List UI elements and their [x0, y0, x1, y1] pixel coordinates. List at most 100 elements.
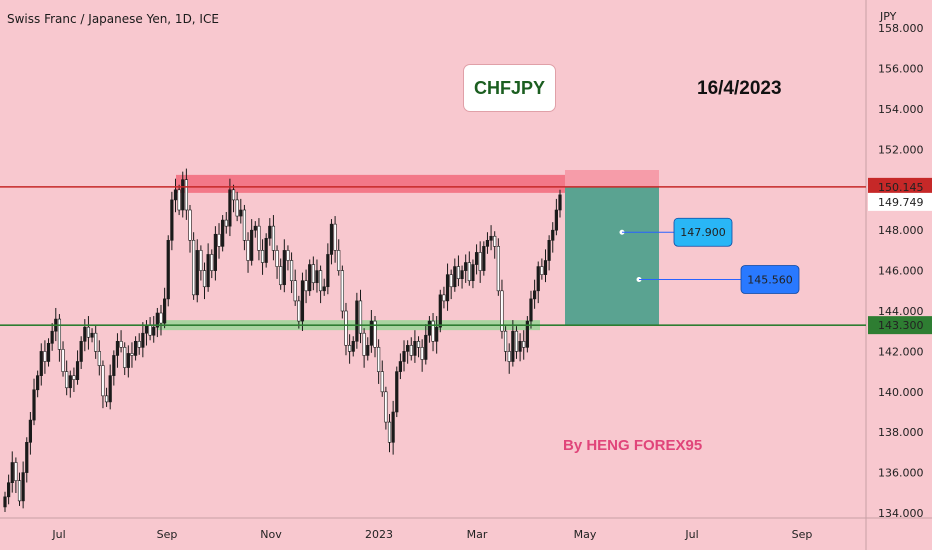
- candle-body: [308, 264, 312, 292]
- candle-body: [250, 229, 254, 261]
- time-tick-label: Jul: [51, 528, 65, 541]
- candle-body: [137, 340, 141, 348]
- candle-body: [318, 270, 323, 292]
- candle-body: [123, 347, 127, 368]
- candle-body: [460, 270, 464, 279]
- candle-body: [202, 270, 207, 288]
- price-axis: JPY158.000156.000154.000152.000150.00014…: [878, 10, 924, 520]
- candle-body: [362, 332, 366, 356]
- time-tick-label: Jul: [684, 528, 698, 541]
- candle-body: [431, 320, 435, 342]
- candle-body: [351, 340, 355, 352]
- candle-body: [438, 294, 442, 328]
- candle-body: [286, 250, 290, 261]
- time-axis: Jul Sep Nov 2023 Mar May Jul Sep: [51, 528, 812, 541]
- candle-body: [10, 462, 14, 484]
- candle-body: [231, 189, 236, 201]
- candle-body: [289, 260, 294, 282]
- candle-body: [467, 262, 471, 281]
- candle-body: [75, 361, 80, 380]
- target-label-2: 145.560: [747, 273, 793, 286]
- candle-body: [155, 312, 159, 328]
- candle-body: [228, 189, 232, 227]
- candle-body: [547, 240, 551, 261]
- candle-body: [551, 229, 555, 241]
- candle-body: [195, 250, 199, 296]
- candle-body: [485, 240, 490, 247]
- candle-body: [104, 395, 109, 403]
- candle-body: [329, 223, 334, 255]
- candle-body: [300, 280, 305, 322]
- candle-body: [246, 240, 250, 261]
- candle-body: [72, 375, 76, 380]
- candle-body: [442, 294, 446, 302]
- candle-body: [57, 318, 62, 350]
- symbol-annotation-box[interactable]: CHFJPY: [463, 64, 556, 112]
- resistance-zone: [176, 174, 565, 193]
- candle-body: [337, 250, 341, 271]
- current-price-tag: [868, 192, 932, 211]
- candle-body: [112, 355, 116, 376]
- candle-body: [424, 334, 428, 360]
- price-tick-label: 156.000: [878, 63, 924, 76]
- time-tick-label: Sep: [792, 528, 813, 541]
- candle-body: [395, 371, 399, 413]
- author-annotation: By HENG FOREX95: [563, 437, 703, 454]
- candle-body: [311, 264, 315, 284]
- price-tick-label: 158.000: [878, 22, 924, 35]
- candle-body: [177, 189, 181, 211]
- price-tick-label: 134.000: [878, 507, 924, 520]
- candle-body: [264, 237, 268, 263]
- candle-body: [253, 225, 257, 231]
- candle-body: [409, 345, 413, 356]
- candle-body: [511, 330, 515, 362]
- candle-body: [210, 254, 214, 271]
- candle-body: [416, 340, 421, 348]
- candle-body: [554, 209, 558, 231]
- candle-body: [558, 194, 562, 211]
- price-tick-label: 152.000: [878, 143, 924, 156]
- candle-body: [268, 225, 272, 239]
- candle-body: [326, 254, 330, 288]
- candle-body: [141, 332, 145, 348]
- candle-body: [108, 375, 112, 403]
- candle-body: [297, 300, 301, 322]
- candle-body: [391, 411, 395, 443]
- resistance-price-tag: [868, 177, 932, 196]
- candle-body: [474, 252, 479, 265]
- candle-body: [163, 298, 167, 324]
- current-price-label: 149.749: [878, 196, 924, 209]
- candle-body: [406, 345, 410, 352]
- candle-body: [503, 330, 508, 352]
- price-tick-label: 148.000: [878, 224, 924, 237]
- candle-body: [449, 274, 453, 288]
- candle-body: [242, 209, 247, 241]
- candle-body: [14, 462, 18, 481]
- candle-body: [224, 219, 228, 227]
- candle-body: [369, 320, 373, 346]
- candle-body: [380, 371, 384, 393]
- candle-body: [170, 199, 174, 241]
- candle-body: [435, 326, 439, 342]
- candle-body: [199, 250, 203, 271]
- candle-body: [366, 345, 370, 356]
- price-tick-label: 146.000: [878, 265, 924, 278]
- candle-body: [94, 332, 98, 352]
- candle-body: [235, 199, 239, 217]
- candle-body: [97, 351, 101, 366]
- candle-body: [206, 254, 210, 288]
- candle-body: [50, 330, 54, 344]
- candle-body: [377, 347, 381, 372]
- price-tick-label: 144.000: [878, 305, 924, 318]
- target-label-1: 147.900: [680, 226, 726, 239]
- candle-body: [507, 351, 511, 362]
- candle-body: [221, 219, 225, 247]
- candle-body: [68, 375, 72, 389]
- candle-body: [344, 310, 348, 346]
- candle-body: [133, 340, 138, 356]
- candle-body: [445, 274, 450, 302]
- candle-body: [489, 235, 493, 241]
- candle-body: [275, 250, 279, 267]
- time-tick-label: Nov: [260, 528, 282, 541]
